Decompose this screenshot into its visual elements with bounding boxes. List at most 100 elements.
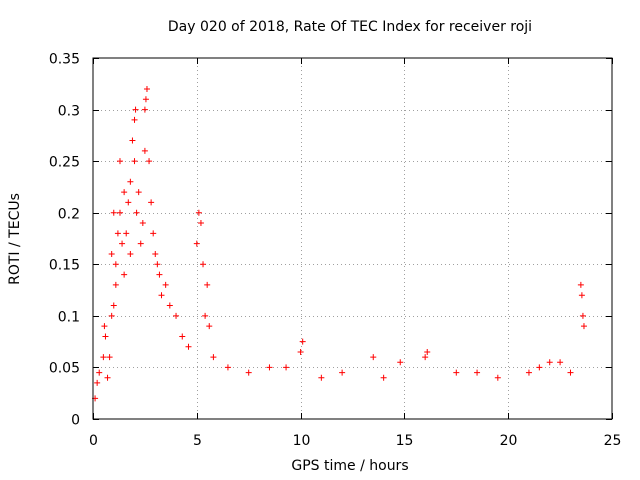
data-point (125, 199, 132, 206)
data-point (422, 354, 429, 361)
data-point (141, 147, 148, 154)
grid (93, 58, 612, 419)
data-point (318, 374, 325, 381)
data-point (116, 209, 123, 216)
data-point (474, 369, 481, 376)
data-point (525, 369, 532, 376)
data-point (106, 354, 113, 361)
data-point (339, 369, 346, 376)
data-point (108, 312, 115, 319)
y-tick-label: 0.2 (58, 207, 80, 223)
x-tick-label: 25 (604, 433, 622, 449)
data-point (173, 312, 180, 319)
data-point (557, 359, 564, 366)
data-point (158, 292, 165, 299)
x-axis-label: GPS time / hours (291, 458, 408, 474)
data-point (110, 302, 117, 309)
data-point (200, 261, 207, 268)
data-point (121, 189, 128, 196)
data-point (197, 220, 204, 227)
x-tick-label: 0 (89, 433, 98, 449)
data-point (119, 240, 126, 247)
data-point (100, 354, 107, 361)
data-point (202, 312, 209, 319)
data-point (133, 209, 140, 216)
data-point (579, 312, 586, 319)
data-point (166, 302, 173, 309)
y-tick-label: 0.25 (49, 155, 80, 171)
data-point (131, 116, 138, 123)
y-tick-label: 0.3 (58, 104, 80, 120)
data-point (580, 323, 587, 330)
data-point (193, 240, 200, 247)
data-point (132, 106, 139, 113)
data-point (143, 85, 150, 92)
data-point (397, 359, 404, 366)
y-tick-label: 0 (71, 413, 80, 429)
x-tick-labels: 0 5 10 15 20 25 (89, 433, 621, 449)
data-point (224, 364, 231, 371)
data-point (110, 209, 117, 216)
data-point (141, 106, 148, 113)
data-point (146, 158, 153, 165)
data-point (156, 271, 163, 278)
data-points (92, 85, 587, 402)
data-point (148, 199, 155, 206)
data-point (380, 374, 387, 381)
data-point (139, 220, 146, 227)
x-tick-label: 15 (396, 433, 414, 449)
data-point (299, 338, 306, 345)
data-point (185, 343, 192, 350)
data-point (137, 240, 144, 247)
data-point (494, 374, 501, 381)
data-point (116, 158, 123, 165)
data-point (283, 364, 290, 371)
data-point (96, 369, 103, 376)
data-point (453, 369, 460, 376)
x-tick-label: 20 (500, 433, 518, 449)
data-point (162, 281, 169, 288)
data-point (204, 281, 211, 288)
data-point (94, 379, 101, 386)
data-point (154, 261, 161, 268)
data-point (424, 348, 431, 355)
plot-frame (92, 57, 613, 420)
data-point (127, 250, 134, 257)
y-tick-label: 0.1 (58, 310, 80, 326)
data-point (297, 348, 304, 355)
data-point (266, 364, 273, 371)
data-point (114, 230, 121, 237)
data-point (102, 333, 109, 340)
data-point (195, 209, 202, 216)
data-point (150, 230, 157, 237)
data-point (112, 281, 119, 288)
data-point (206, 323, 213, 330)
data-point (210, 354, 217, 361)
data-point (129, 137, 136, 144)
data-point (546, 359, 553, 366)
data-point (123, 230, 130, 237)
data-point (179, 333, 186, 340)
data-point (536, 364, 543, 371)
data-point (121, 271, 128, 278)
data-point (152, 250, 159, 257)
y-tick-label: 0.05 (49, 361, 80, 377)
axis-ticks (93, 58, 613, 420)
data-point (131, 158, 138, 165)
data-point (245, 369, 252, 376)
data-point (101, 323, 108, 330)
data-point (104, 374, 111, 381)
chart-title: Day 020 of 2018, Rate Of TEC Index for r… (168, 19, 532, 35)
y-tick-label: 0.15 (49, 258, 80, 274)
data-point (370, 354, 377, 361)
y-axis-label: ROTI / TECUs (7, 193, 23, 285)
x-tick-label: 5 (193, 433, 202, 449)
data-point (578, 292, 585, 299)
data-point (577, 281, 584, 288)
data-point (112, 261, 119, 268)
data-point (108, 250, 115, 257)
y-tick-label: 0.35 (49, 52, 80, 68)
data-point (142, 96, 149, 103)
data-point (127, 178, 134, 185)
